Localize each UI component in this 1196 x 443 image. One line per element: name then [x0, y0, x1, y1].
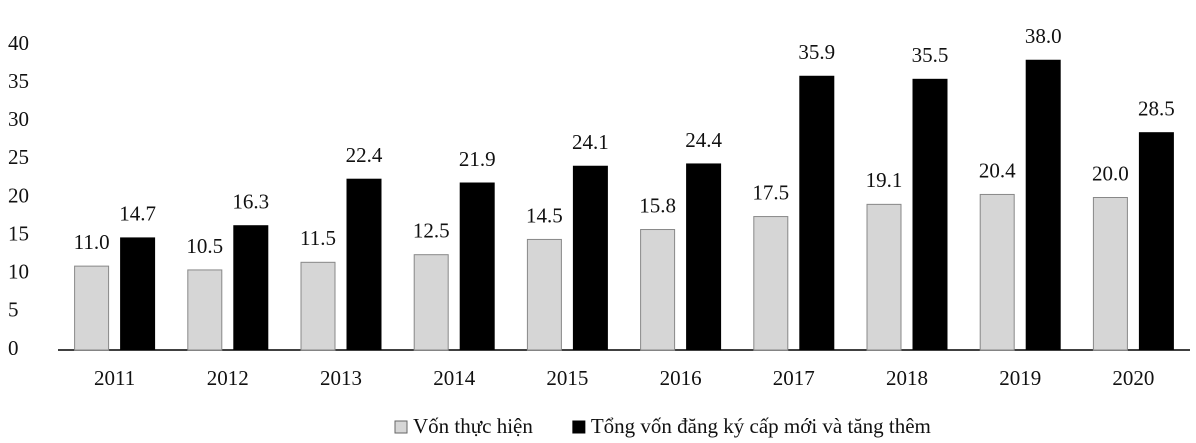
bar [979, 193, 1015, 351]
value-label: 11.0 [74, 230, 110, 254]
bar [300, 261, 336, 351]
y-tick-label: 5 [8, 298, 19, 322]
x-tick-label: 2016 [660, 366, 702, 390]
y-tick-label: 15 [8, 221, 29, 245]
value-label: 17.5 [752, 180, 789, 204]
x-tick-label: 2011 [94, 366, 135, 390]
bar [233, 225, 269, 351]
value-label: 14.5 [526, 203, 563, 227]
bar [1138, 132, 1174, 351]
x-tick-label: 2019 [999, 366, 1041, 390]
value-label: 16.3 [232, 190, 269, 214]
legend-swatch [572, 420, 586, 434]
x-tick-label: 2013 [320, 366, 362, 390]
x-tick-label: 2018 [886, 366, 928, 390]
bar [686, 163, 722, 351]
value-label: 12.5 [413, 219, 450, 243]
value-label: 24.4 [685, 128, 722, 152]
value-label: 20.4 [979, 158, 1016, 182]
y-tick-label: 25 [8, 145, 29, 169]
bar [572, 165, 608, 351]
y-tick-label: 0 [8, 336, 19, 360]
value-label: 24.1 [572, 130, 609, 154]
bar [866, 203, 902, 351]
bar [526, 238, 562, 351]
value-label: 38.0 [1025, 24, 1062, 48]
x-tick-label: 2015 [546, 366, 588, 390]
x-tick-label: 2012 [207, 366, 249, 390]
y-tick-label: 35 [8, 69, 29, 93]
x-tick-label: 2014 [433, 366, 476, 390]
bar [799, 75, 835, 351]
bar [74, 265, 110, 351]
legend-label: Vốn thực hiện [413, 414, 533, 438]
legend-swatch [394, 420, 408, 434]
y-tick-label: 10 [8, 260, 29, 284]
bar [346, 178, 382, 351]
bar [459, 182, 495, 351]
bar [413, 254, 449, 351]
value-label: 14.7 [119, 202, 156, 226]
y-tick-label: 40 [8, 31, 29, 55]
x-tick-label: 2020 [1112, 366, 1154, 390]
y-tick-label: 30 [8, 107, 29, 131]
value-label: 11.5 [300, 226, 336, 250]
value-label: 35.9 [798, 40, 835, 64]
bar [1025, 59, 1061, 351]
value-label: 21.9 [459, 147, 496, 171]
bar [1092, 197, 1128, 351]
bar [753, 216, 789, 351]
bar [640, 229, 676, 351]
value-label: 19.1 [866, 168, 903, 192]
bar [187, 269, 223, 351]
value-label: 22.4 [346, 143, 383, 167]
legend-label: Tổng vốn đăng ký cấp mới và tăng thêm [591, 414, 931, 438]
y-tick-label: 20 [8, 183, 29, 207]
value-label: 28.5 [1138, 97, 1175, 121]
value-label: 20.0 [1092, 161, 1129, 185]
x-tick-label: 2017 [773, 366, 815, 390]
value-label: 35.5 [912, 43, 949, 67]
value-label: 10.5 [186, 234, 223, 258]
bar [120, 237, 156, 351]
bar [912, 78, 948, 351]
value-label: 15.8 [639, 193, 676, 217]
